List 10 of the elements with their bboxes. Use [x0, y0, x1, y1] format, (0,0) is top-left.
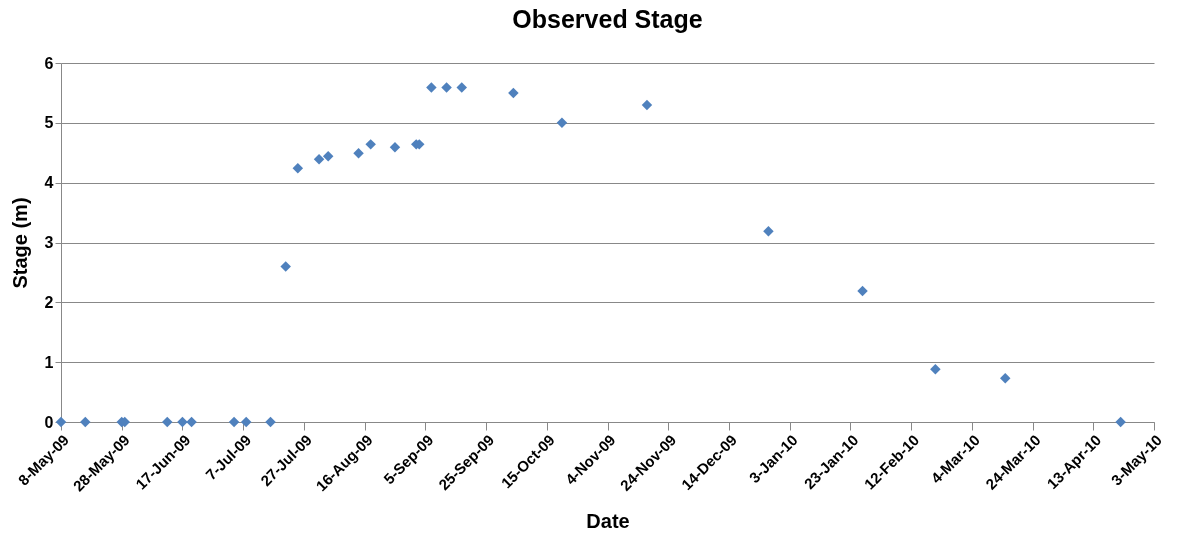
y-tick-label: 6 [44, 54, 54, 72]
x-axis-title: Date [586, 510, 630, 533]
y-tick-label: 2 [44, 293, 54, 311]
chart-title: Observed Stage [512, 5, 703, 33]
y-tick-label: 5 [44, 114, 54, 132]
y-axis-title: Stage (m) [8, 197, 31, 289]
y-tick-label: 1 [44, 353, 54, 371]
y-tick-label: 4 [44, 174, 54, 192]
y-tick-label: 3 [44, 234, 54, 251]
y-tick-label: 0 [44, 413, 54, 431]
